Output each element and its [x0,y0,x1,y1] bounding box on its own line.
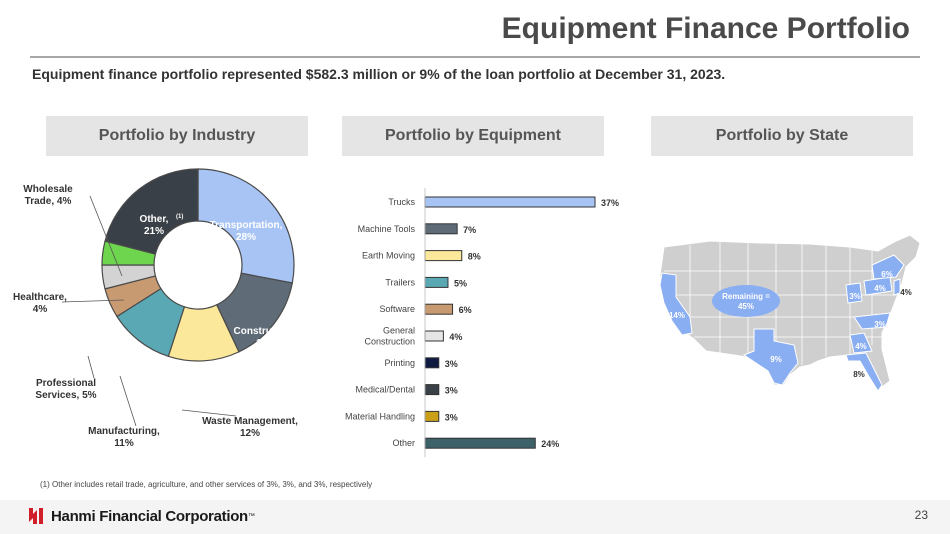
donut-label-8-sup: (1) [176,214,183,220]
bar-value-label-5: 6% [459,305,472,315]
donut-label-2-line1: Construction, [234,326,299,337]
title-rule [30,56,920,58]
new-york-shape [871,254,905,280]
map-label-florida: 8% [853,370,865,379]
state-map: Remaining = 45% 14% 9% 8% 4% 3% 3% 4% 6%… [659,234,921,392]
bar-6 [424,330,444,342]
donut-label-7-line1: Wholesale [23,184,73,195]
bar-category-label-4: Trailers [385,277,415,287]
bar-value-label-10: 24% [541,439,559,449]
bar-value-label-2: 7% [463,225,476,235]
donut-label-4-line1: Manufacturing, [88,426,160,437]
bar-category-label-6-line1: General [383,326,415,336]
company-logo: Hanmi Financial Corporation ™ [27,506,255,526]
bar-category-label-1: Trucks [388,197,415,207]
page-subtitle: Equipment finance portfolio represented … [32,66,726,82]
footer-bar [0,500,950,534]
donut-label-6-line1: Healthcare, [13,292,67,303]
bar-10 [424,437,536,449]
map-label-california: 14% [669,311,685,320]
bar-3 [424,250,463,262]
bar-category-label-7: Printing [384,358,415,368]
donut-label-3-line1: Waste Management, [202,416,298,427]
texas-shape [742,328,799,386]
map-label-texas: 9% [770,355,782,364]
north-carolina-shape [853,312,891,330]
map-label-pennsylvania: 4% [874,284,886,293]
map-label-north-carolina: 3% [874,320,886,329]
bar-value-label-7: 3% [445,359,458,369]
bar-category-label-9: Material Handling [345,411,415,421]
bar-7 [424,357,440,369]
bar-5 [424,303,454,315]
remaining-ellipse [712,285,780,317]
donut-label-5-line1: Professional [36,378,96,389]
page-title: Equipment Finance Portfolio [501,12,910,45]
map-label-georgia: 4% [855,342,867,351]
donut-leader-line-3 [87,355,95,379]
donut-slice-1 [197,168,295,284]
donut-leader-line-1 [181,409,237,417]
donut-slice-8 [104,168,199,255]
california-shape [659,272,693,336]
bar-8 [424,384,440,396]
bar-value-label-3: 8% [468,252,481,262]
bar-category-label-5: Software [379,304,415,314]
bar-category-label-6-line2: Construction [364,337,415,347]
map-label-remaining-1: Remaining = [722,292,770,301]
map-label-remaining-2: 45% [738,302,754,311]
equipment-bar-chart: Trucks 37% Machine Tools 7% Earth Moving 8% Tr… [345,188,619,458]
donut-label-3-line2: 12% [240,428,260,439]
donut-leader-line-4 [61,299,125,303]
hanmi-logo-icon [29,508,43,524]
panel-header-state: Portfolio by State [651,116,913,156]
bar-value-label-4: 5% [454,278,467,288]
map-label-new-jersey: 4% [900,288,912,297]
bar-value-label-8: 3% [445,386,458,396]
ohio-shape [845,282,863,304]
donut-label-2-line2: 15% [256,338,276,349]
company-name: Hanmi Financial Corporation [51,507,248,525]
bar-value-label-1: 37% [601,198,619,208]
donut-label-8-line2: 21% [144,226,164,237]
bar-9 [424,410,440,422]
map-label-ohio: 3% [849,292,861,301]
bar-4 [424,276,449,288]
trademark-mark: ™ [247,512,255,520]
donut-label-7-line2: Trade, 4% [25,196,72,207]
donut-label-1-line1: Transportation, [210,220,283,231]
map-label-new-york: 6% [881,270,893,279]
bar-1 [424,196,596,208]
bar-category-label-2: Machine Tools [358,224,416,234]
donut-label-4-line2: 11% [114,438,134,449]
bar-value-label-6: 4% [449,332,462,342]
bar-value-label-9: 3% [445,412,458,422]
bar-category-label-8: Medical/Dental [355,385,415,395]
donut-label-1-line2: 28% [236,232,256,243]
donut-label-8-line1: Other, [140,214,169,225]
donut-label-6-line2: 4% [33,304,48,315]
georgia-shape [849,332,873,354]
page-number: 23 [914,508,928,522]
bar-category-label-3: Earth Moving [362,251,415,261]
industry-donut-chart: Transportation,28% Construction,15% Waste … [13,168,299,449]
footnote: (1) Other includes retail trade, agricul… [40,480,373,489]
donut-label-5-line2: Services, 5% [35,390,96,401]
bar-2 [424,223,458,235]
new-jersey-shape [893,278,901,296]
florida-shape [845,352,883,392]
donut-leader-line-5 [89,195,123,277]
donut-leader-line-2 [119,375,137,427]
panel-header-equipment: Portfolio by Equipment [342,116,604,156]
panel-header-industry: Portfolio by Industry [46,116,308,156]
bar-category-label-10: Other [392,438,415,448]
